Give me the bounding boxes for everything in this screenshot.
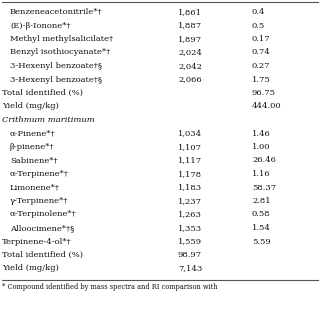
Text: 0.17: 0.17	[252, 35, 271, 43]
Text: 0.74: 0.74	[252, 49, 271, 57]
Text: 7,143: 7,143	[178, 265, 202, 273]
Text: Limonene*†: Limonene*†	[10, 183, 60, 191]
Text: Methyl methylsalicilate†: Methyl methylsalicilate†	[10, 35, 113, 43]
Text: Terpinene-4-ol*†: Terpinene-4-ol*†	[2, 237, 72, 245]
Text: 98.97: 98.97	[178, 251, 202, 259]
Text: 1,117: 1,117	[178, 156, 202, 164]
Text: 444.00: 444.00	[252, 102, 282, 110]
Text: γ-Terpinene*†: γ-Terpinene*†	[10, 197, 68, 205]
Text: 1.54: 1.54	[252, 224, 271, 232]
Text: 26.46: 26.46	[252, 156, 276, 164]
Text: 1,887: 1,887	[178, 21, 202, 29]
Text: 1,263: 1,263	[178, 211, 202, 219]
Text: β-pinene*†: β-pinene*†	[10, 143, 54, 151]
Text: 1.75: 1.75	[252, 76, 271, 84]
Text: Benzeneacetonitrile*†: Benzeneacetonitrile*†	[10, 8, 103, 16]
Text: Benzyl isothiocyanate*†: Benzyl isothiocyanate*†	[10, 49, 110, 57]
Text: 0.4: 0.4	[252, 8, 265, 16]
Text: Sabinene*†: Sabinene*†	[10, 156, 58, 164]
Text: 1,559: 1,559	[178, 237, 202, 245]
Text: 2.81: 2.81	[252, 197, 271, 205]
Text: 58.37: 58.37	[252, 183, 276, 191]
Text: 1,861: 1,861	[178, 8, 202, 16]
Text: α-Pinene*†: α-Pinene*†	[10, 130, 56, 138]
Text: 3-Hexenyl benzoate†§: 3-Hexenyl benzoate†§	[10, 62, 102, 70]
Text: Total identified (%): Total identified (%)	[2, 251, 83, 259]
Text: 3-Hexenyl benzoate†§: 3-Hexenyl benzoate†§	[10, 76, 102, 84]
Text: 96.75: 96.75	[252, 89, 276, 97]
Text: 1,034: 1,034	[178, 130, 202, 138]
Text: 0.58: 0.58	[252, 211, 271, 219]
Text: 1,178: 1,178	[178, 170, 202, 178]
Text: 2,024: 2,024	[178, 49, 202, 57]
Text: 2,042: 2,042	[178, 62, 202, 70]
Text: 0.5: 0.5	[252, 21, 265, 29]
Text: (E)-β-Ionone*†: (E)-β-Ionone*†	[10, 21, 70, 29]
Text: 2,066: 2,066	[178, 76, 202, 84]
Text: 1.46: 1.46	[252, 130, 271, 138]
Text: * Compound identified by mass spectra and RI comparison with: * Compound identified by mass spectra an…	[2, 283, 218, 291]
Text: Crithmum maritimum: Crithmum maritimum	[2, 116, 95, 124]
Text: 1.16: 1.16	[252, 170, 271, 178]
Text: α-Terpinolene*†: α-Terpinolene*†	[10, 211, 77, 219]
Text: Total identified (%): Total identified (%)	[2, 89, 83, 97]
Text: Yield (mg/kg): Yield (mg/kg)	[2, 265, 59, 273]
Text: 1.00: 1.00	[252, 143, 270, 151]
Text: Alloocimene*†§: Alloocimene*†§	[10, 224, 74, 232]
Text: α-Terpinene*†: α-Terpinene*†	[10, 170, 69, 178]
Text: 0.27: 0.27	[252, 62, 270, 70]
Text: 1,107: 1,107	[178, 143, 202, 151]
Text: 1,353: 1,353	[178, 224, 202, 232]
Text: 1,183: 1,183	[178, 183, 202, 191]
Text: 1,897: 1,897	[178, 35, 202, 43]
Text: 5.59: 5.59	[252, 237, 271, 245]
Text: 1,237: 1,237	[178, 197, 202, 205]
Text: Yield (mg/kg): Yield (mg/kg)	[2, 102, 59, 110]
